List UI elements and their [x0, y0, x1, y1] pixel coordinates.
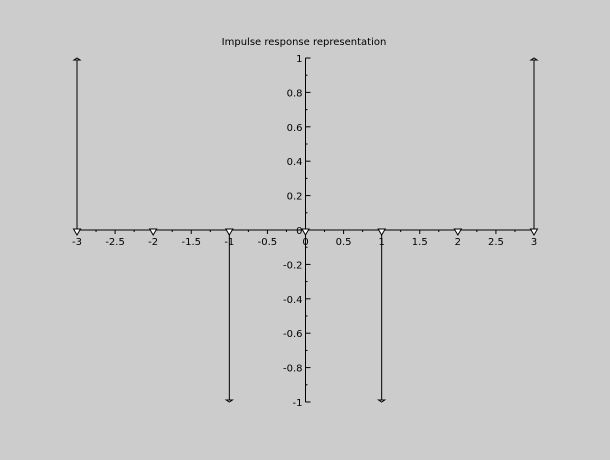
stem-base-marker: [148, 228, 158, 236]
x-tick-label: -0.5: [258, 237, 278, 248]
stem-tip-marker: [529, 57, 539, 61]
y-tick-label: 0: [296, 226, 302, 237]
x-tick-label: -1.5: [181, 237, 201, 248]
x-tick-label: -2: [148, 237, 158, 248]
x-tick-label: 1.5: [412, 237, 428, 248]
x-tick-label: 0.5: [336, 237, 352, 248]
y-tick-label: -0.8: [283, 364, 303, 375]
y-tick-label: 0.6: [287, 123, 303, 134]
stem-base-marker: [301, 228, 310, 236]
chart-title: Impulse response representation: [222, 37, 387, 48]
y-tick-label: -0.6: [283, 329, 303, 340]
x-tick-label: 0: [302, 237, 308, 248]
x-tick-label: -2.5: [105, 237, 125, 248]
y-tick-label: 0.8: [287, 88, 303, 99]
stem-tip-marker: [72, 57, 82, 61]
x-tick-label: 3: [531, 237, 537, 248]
stem-base-marker: [224, 228, 234, 236]
y-tick-label: 0.2: [287, 192, 303, 203]
y-tick-label: -0.4: [283, 295, 303, 306]
x-tick-label: 2.5: [488, 237, 504, 248]
stem-tip-marker: [377, 399, 387, 403]
stem-base-marker: [72, 228, 82, 236]
stem-tip-marker: [224, 399, 234, 403]
y-tick-label: -1: [293, 398, 303, 409]
y-tick-label: -0.2: [283, 260, 303, 271]
stem-base-marker: [453, 228, 463, 236]
x-tick-label: -3: [72, 237, 82, 248]
y-tick-label: 0.4: [287, 157, 303, 168]
stem-base-marker: [377, 228, 387, 236]
stem-base-marker: [529, 228, 539, 236]
stems: [72, 57, 539, 403]
y-tick-label: 1: [296, 54, 302, 65]
x-tick-label: 2: [455, 237, 461, 248]
